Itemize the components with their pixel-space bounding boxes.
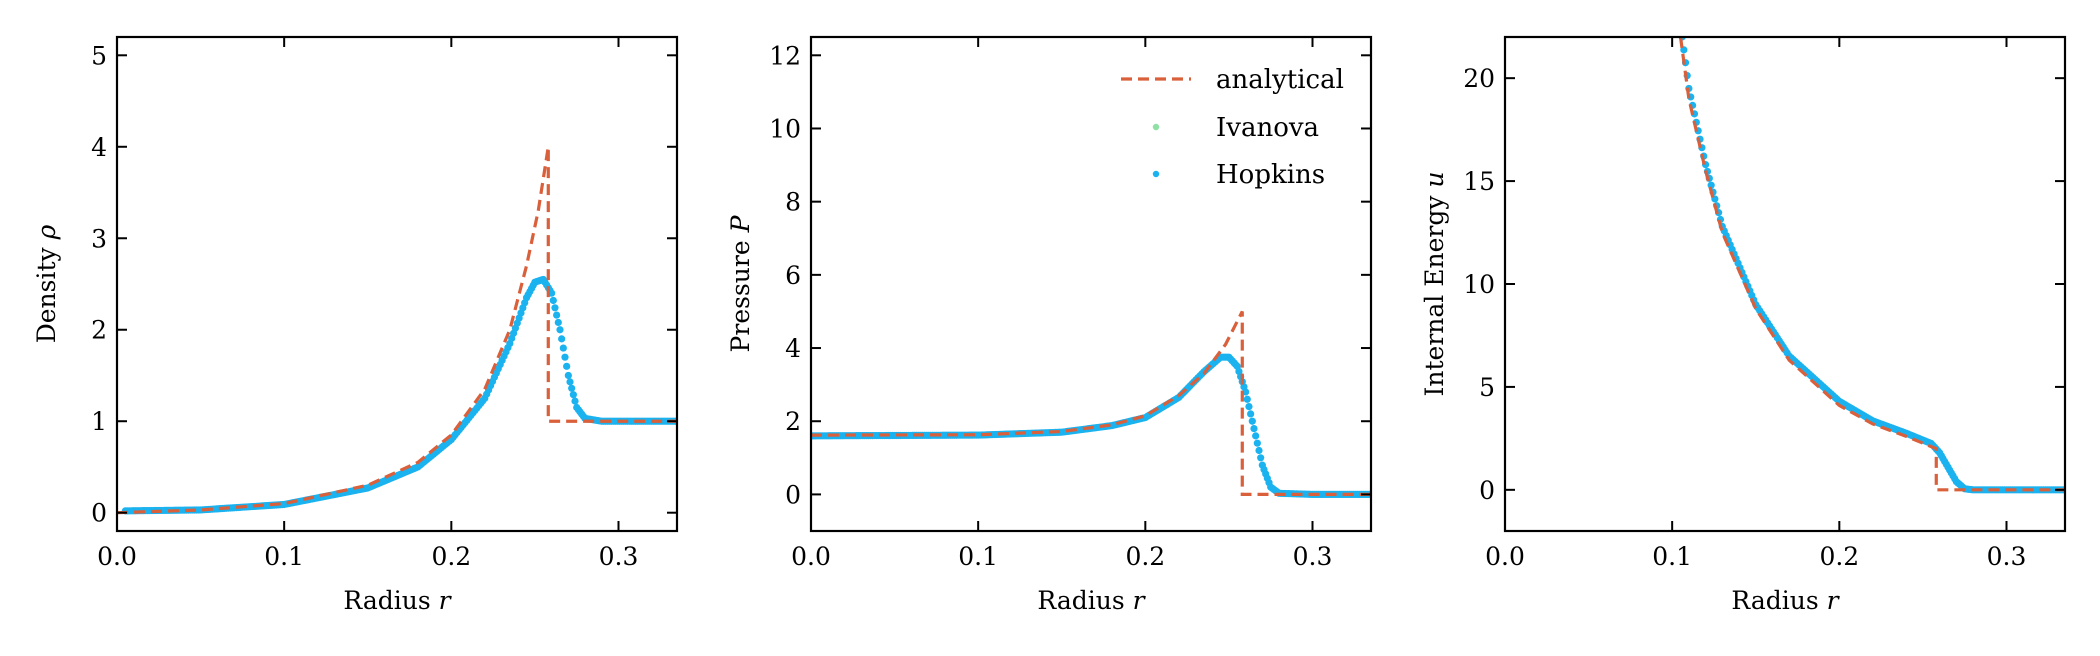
panel-2: 0.0 0.1 0.2 0.3 0 2 4 6 8 10 12 Radius r Pressure P xyxy=(726,35,1373,615)
x-tick-label: 0.2 xyxy=(1819,542,1859,571)
series-analytical-line xyxy=(1678,37,2065,492)
x-axis-label: Radius r xyxy=(1037,586,1146,615)
x-tick-label: 0.3 xyxy=(1293,542,1333,571)
data-point xyxy=(1245,402,1253,411)
y-tick-label: 4 xyxy=(785,334,801,363)
y-tick-label: 1 xyxy=(91,407,107,436)
x-axis-label: Radius r xyxy=(343,586,452,615)
y-tick-label: 3 xyxy=(91,224,107,253)
y-tick-label: 5 xyxy=(1479,373,1495,402)
data-point xyxy=(561,353,569,361)
x-tick-label: 0.2 xyxy=(431,542,471,571)
legend: analytical Ivanova Hopkins xyxy=(1121,65,1344,190)
data-point xyxy=(1707,181,1715,189)
axes-frame xyxy=(115,35,679,533)
data-point xyxy=(558,335,566,343)
y-tick-label: 10 xyxy=(1463,270,1495,299)
plot-area xyxy=(811,310,1371,499)
data-point xyxy=(1247,410,1255,418)
data-point xyxy=(1243,395,1251,403)
series-Ivanova-points xyxy=(122,276,677,514)
data-point xyxy=(1255,446,1263,455)
data-point xyxy=(556,326,564,334)
y-tick-label: 15 xyxy=(1463,167,1495,196)
series-analytical-line xyxy=(117,146,677,515)
y-tick-label: 6 xyxy=(785,261,801,290)
panel-1: 0.0 0.1 0.2 0.3 0 1 2 3 4 5 Radius r Density ρ xyxy=(32,35,679,615)
data-point xyxy=(566,378,574,386)
data-point xyxy=(1253,439,1261,447)
y-tick-label: 20 xyxy=(1463,64,1495,93)
y-axis-label: Pressure P xyxy=(726,214,755,352)
legend-label-Ivanova: Ivanova xyxy=(1216,113,1319,143)
y-tick-label: 0 xyxy=(785,480,801,509)
data-point xyxy=(553,311,561,319)
data-point xyxy=(568,384,576,392)
data-point xyxy=(563,362,571,370)
y-tick-label: 10 xyxy=(769,114,801,143)
panel-3: 0.0 0.1 0.2 0.3 0 5 10 15 20 Radius r Internal Ene… xyxy=(1420,35,2067,615)
legend-label-Hopkins: Hopkins xyxy=(1216,160,1325,190)
y-tick-label: 12 xyxy=(769,41,801,70)
data-point xyxy=(564,371,572,380)
x-tick-label: 0.2 xyxy=(1125,542,1165,571)
axes-frame xyxy=(809,35,1373,533)
data-point xyxy=(1250,424,1258,433)
y-axis-label: Internal Energy u xyxy=(1420,172,1449,397)
data-point xyxy=(1680,46,1688,54)
plot-area xyxy=(117,146,677,515)
x-tick-label: 0.1 xyxy=(1652,542,1692,571)
data-point xyxy=(549,296,557,305)
x-tick-label: 0.0 xyxy=(791,542,831,571)
y-tick-label: 0 xyxy=(91,499,107,528)
data-point xyxy=(559,344,567,352)
data-point xyxy=(551,304,559,312)
data-point xyxy=(569,391,577,399)
plot-area xyxy=(1678,37,2065,494)
y-tick-label: 5 xyxy=(91,41,107,70)
legend-label-analytical: analytical xyxy=(1216,65,1344,95)
x-tick-label: 0.1 xyxy=(264,542,304,571)
y-tick-label: 2 xyxy=(91,316,107,345)
y-axis-label: Density ρ xyxy=(32,224,61,343)
data-point xyxy=(571,397,579,405)
x-tick-label: 0.0 xyxy=(97,542,137,571)
y-tick-label: 0 xyxy=(1479,476,1495,505)
x-axis-label: Radius r xyxy=(1731,586,1840,615)
legend-marker-Hopkins xyxy=(1152,170,1160,178)
x-tick-label: 0.0 xyxy=(1485,542,1525,571)
data-point xyxy=(554,318,562,327)
y-tick-label: 2 xyxy=(785,407,801,436)
x-tick-label: 0.3 xyxy=(1987,542,2027,571)
series-Hopkins-points xyxy=(121,275,677,515)
series-analytical-line xyxy=(811,310,1371,497)
x-tick-label: 0.3 xyxy=(599,542,639,571)
axes-frame xyxy=(1503,35,2067,533)
series-Hopkins-points xyxy=(811,353,1371,499)
data-point xyxy=(1252,432,1260,440)
legend-marker-Ivanova xyxy=(1152,123,1160,131)
x-tick-label: 0.1 xyxy=(958,542,998,571)
y-tick-label: 4 xyxy=(91,133,107,162)
data-point xyxy=(1257,454,1265,462)
data-point xyxy=(1248,417,1256,425)
y-tick-label: 8 xyxy=(785,188,801,217)
